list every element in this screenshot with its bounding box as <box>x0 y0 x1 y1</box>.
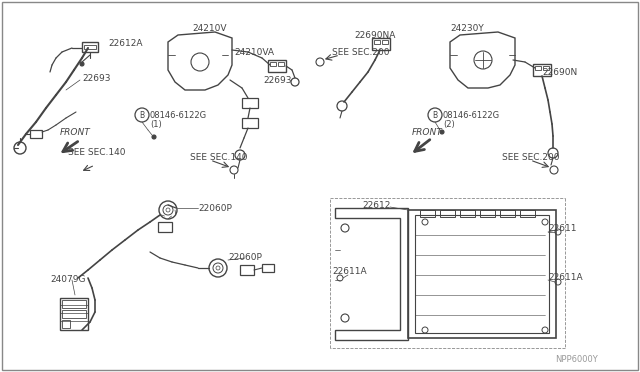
Bar <box>84 45 96 49</box>
Bar <box>460 210 475 217</box>
Text: SEE SEC.140: SEE SEC.140 <box>190 153 248 161</box>
Text: 22690NA: 22690NA <box>354 31 396 39</box>
Bar <box>420 210 435 217</box>
Text: 24230Y: 24230Y <box>450 23 484 32</box>
Text: (2): (2) <box>443 119 455 128</box>
Text: 24210V: 24210V <box>192 23 227 32</box>
Bar <box>62 320 70 328</box>
Text: 22690N: 22690N <box>542 67 577 77</box>
Bar <box>262 264 274 272</box>
Text: 22611A: 22611A <box>548 273 582 282</box>
Bar <box>440 210 455 217</box>
Text: (1): (1) <box>150 119 162 128</box>
Text: 22060P: 22060P <box>198 203 232 212</box>
Text: 22612A: 22612A <box>108 38 143 48</box>
Bar <box>270 62 276 66</box>
Circle shape <box>80 62 84 66</box>
Text: 22693: 22693 <box>263 76 291 84</box>
Bar <box>240 265 254 275</box>
Text: 22612: 22612 <box>362 201 390 209</box>
Bar <box>520 210 535 217</box>
Text: SEE SEC.200: SEE SEC.200 <box>502 153 559 161</box>
Bar <box>500 210 515 217</box>
Text: B: B <box>140 110 145 119</box>
Text: 22611A: 22611A <box>332 267 367 276</box>
Text: 24079G: 24079G <box>50 276 86 285</box>
Bar <box>62 300 86 308</box>
Text: 22611: 22611 <box>548 224 577 232</box>
Bar <box>374 40 380 44</box>
Bar <box>268 60 286 72</box>
Text: SEE SEC.140: SEE SEC.140 <box>68 148 125 157</box>
Text: 22693: 22693 <box>82 74 111 83</box>
Bar <box>62 310 86 318</box>
Text: 08146-6122G: 08146-6122G <box>443 110 500 119</box>
Bar <box>408 210 556 338</box>
Text: B: B <box>433 110 438 119</box>
Bar <box>30 130 42 138</box>
Bar <box>242 118 258 128</box>
Bar <box>372 38 390 50</box>
Text: SEE SEC.200: SEE SEC.200 <box>332 48 390 57</box>
Bar <box>278 62 284 66</box>
Text: NPP6000Y: NPP6000Y <box>555 356 598 365</box>
Text: 22060P: 22060P <box>228 253 262 263</box>
Bar <box>533 64 551 76</box>
Text: FRONT: FRONT <box>60 128 91 137</box>
Bar <box>415 215 549 333</box>
Circle shape <box>152 135 156 139</box>
Text: FRONT: FRONT <box>412 128 443 137</box>
Bar <box>382 40 388 44</box>
Bar <box>543 66 549 70</box>
Circle shape <box>440 130 444 134</box>
Bar <box>535 66 541 70</box>
Bar <box>242 98 258 108</box>
Bar <box>82 42 98 52</box>
Text: 08146-6122G: 08146-6122G <box>150 110 207 119</box>
Text: 24210VA: 24210VA <box>234 48 274 57</box>
Bar <box>480 210 495 217</box>
Bar <box>158 222 172 232</box>
Bar <box>60 298 88 330</box>
